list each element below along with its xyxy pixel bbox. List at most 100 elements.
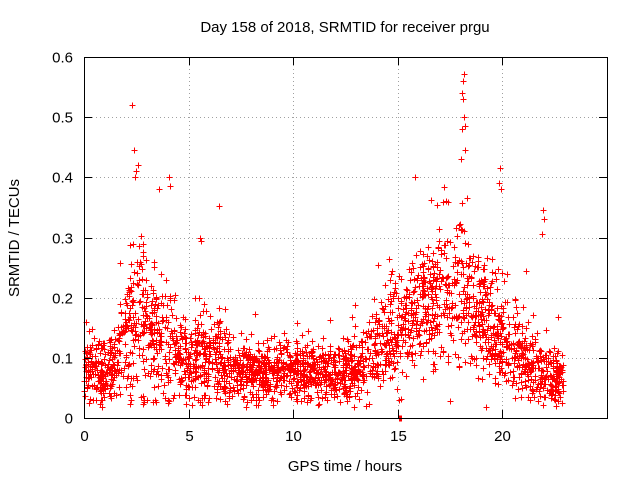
data-point: [280, 359, 287, 366]
data-point: [329, 369, 336, 376]
data-point: [82, 393, 89, 400]
data-point: [406, 349, 413, 356]
data-point: [322, 394, 329, 401]
data-point: [129, 298, 136, 305]
data-point: [156, 186, 163, 193]
data-point: [369, 355, 376, 362]
data-point: [165, 379, 172, 386]
data-point: [438, 344, 445, 351]
data-point: [132, 332, 139, 339]
data-point: [159, 318, 166, 325]
data-point: [139, 291, 146, 298]
data-point: [187, 369, 194, 376]
data-point: [328, 391, 335, 398]
data-point: [473, 355, 480, 362]
data-point: [519, 385, 526, 392]
data-point: [399, 326, 406, 333]
data-point: [410, 289, 417, 296]
data-point: [285, 366, 292, 373]
data-point: [555, 314, 562, 321]
data-point: [433, 322, 440, 329]
data-point: [182, 346, 189, 353]
data-point: [403, 302, 410, 309]
data-point: [455, 324, 462, 331]
data-point: [364, 346, 371, 353]
data-point: [213, 361, 220, 368]
data-point: [386, 348, 393, 355]
data-point: [408, 299, 415, 306]
data-point: [428, 335, 435, 342]
data-point: [136, 243, 143, 250]
data-point: [520, 304, 527, 311]
data-point: [538, 348, 545, 355]
data-point: [420, 263, 427, 270]
data-point: [222, 390, 229, 397]
data-point: [462, 291, 469, 298]
data-point: [518, 379, 525, 386]
data-point: [116, 338, 123, 345]
data-point: [88, 358, 95, 365]
data-point: [414, 333, 421, 340]
data-point: [560, 362, 567, 369]
data-point: [554, 364, 561, 371]
data-point: [150, 338, 157, 345]
data-point: [428, 286, 435, 293]
ticks-layer: 0 0.1 0.2 0.3 0.4 0.5 0.6 0 5 10 15 20: [52, 50, 607, 445]
data-point: [452, 351, 459, 358]
data-point: [192, 375, 199, 382]
data-point: [443, 297, 450, 304]
data-point: [85, 367, 92, 374]
data-point: [430, 318, 437, 325]
data-point: [385, 355, 392, 362]
data-point: [495, 381, 502, 388]
data-point: [525, 373, 532, 380]
data-point: [143, 257, 150, 264]
data-point: [128, 397, 135, 404]
data-point: [207, 342, 214, 349]
data-point: [205, 358, 212, 365]
data-point: [369, 367, 376, 374]
data-point: [183, 401, 190, 408]
data-point: [499, 359, 506, 366]
data-point: [437, 353, 444, 360]
data-point: [486, 361, 493, 368]
data-point: [498, 186, 505, 193]
data-point: [472, 319, 479, 326]
data-point: [127, 305, 134, 312]
data-point: [244, 354, 251, 361]
data-point: [201, 378, 208, 385]
data-point: [295, 379, 302, 386]
data-point: [482, 306, 489, 313]
data-point: [386, 256, 393, 263]
data-point: [251, 353, 258, 360]
data-point: [364, 389, 371, 396]
data-point: [398, 332, 405, 339]
data-point: [436, 329, 443, 336]
data-points-layer: [81, 71, 567, 422]
data-point: [470, 293, 477, 300]
data-point: [359, 338, 366, 345]
data-point: [248, 379, 255, 386]
data-point: [148, 302, 155, 309]
data-point: [413, 325, 420, 332]
data-point: [452, 254, 459, 261]
data-point: [89, 368, 96, 375]
data-point: [387, 301, 394, 308]
data-point: [445, 353, 452, 360]
data-point: [288, 394, 295, 401]
data-point: [379, 368, 386, 375]
data-point: [444, 238, 451, 245]
data-point: [339, 372, 346, 379]
data-point: [398, 298, 405, 305]
data-point: [420, 251, 427, 258]
data-point: [541, 394, 548, 401]
data-point: [411, 362, 418, 369]
x-tick-label: 0: [80, 428, 88, 445]
data-point: [229, 393, 236, 400]
data-point: [541, 216, 548, 223]
data-point: [390, 293, 397, 300]
data-point: [492, 351, 499, 358]
data-point: [388, 358, 395, 365]
data-point: [464, 282, 471, 289]
data-point: [483, 356, 490, 363]
